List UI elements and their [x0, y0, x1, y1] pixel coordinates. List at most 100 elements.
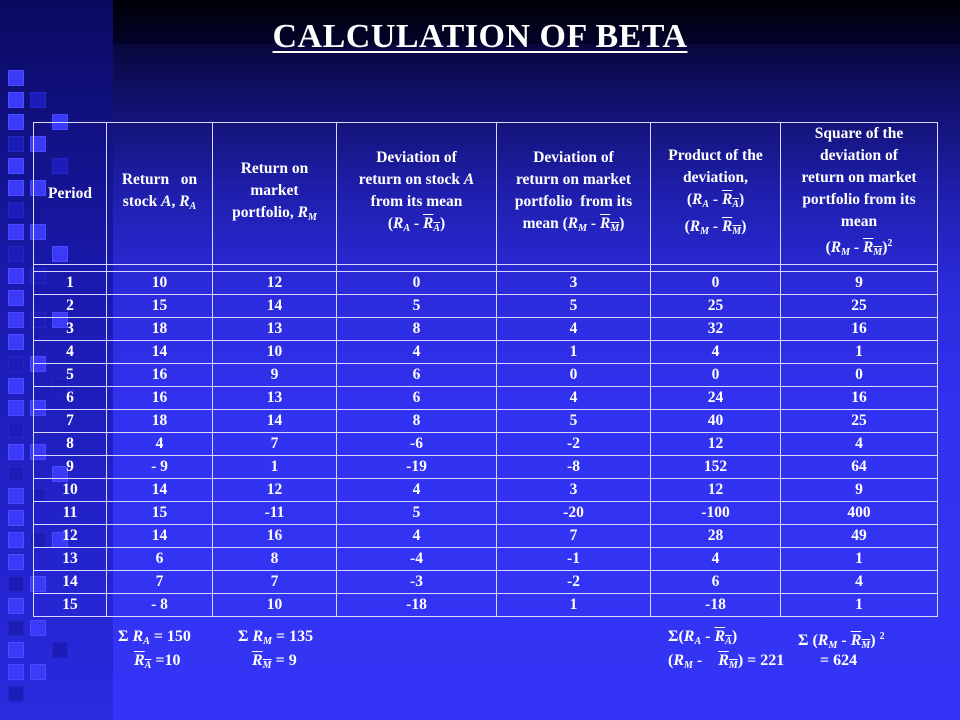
decorative-square	[8, 114, 24, 130]
table-row: 14 7 7 -3 -2 6 4	[33, 570, 938, 594]
cell-period: 2	[33, 294, 107, 318]
decorative-square	[8, 202, 24, 218]
cell-ra: 15	[106, 294, 213, 318]
decorative-square	[8, 664, 24, 680]
cell-period: 6	[33, 386, 107, 410]
table-row: 3 18 13 8 4 32 16	[33, 317, 938, 341]
cell-period: 5	[33, 363, 107, 387]
cell-ra: - 8	[106, 593, 213, 617]
cell-square: 49	[780, 524, 938, 548]
cell-dev-a: 4	[336, 478, 497, 502]
cell-square: 4	[780, 570, 938, 594]
cell-rm: 13	[212, 317, 337, 341]
cell-square: 16	[780, 386, 938, 410]
table-row: 9- 9 1 -19 -8 152 64	[33, 455, 938, 479]
header-gap-row	[33, 264, 938, 272]
cell-square: 25	[780, 409, 938, 433]
cell-period: 7	[33, 409, 107, 433]
cell-dev-a: 8	[336, 317, 497, 341]
cell-dev-a: 4	[336, 340, 497, 364]
header-period: Period	[33, 122, 107, 265]
cell-dev-m: 0	[496, 363, 651, 387]
decorative-square	[8, 378, 24, 394]
cell-rm: 14	[212, 409, 337, 433]
table-row: 6 16 13 6 4 24 16	[33, 386, 938, 410]
cell-product: 12	[650, 478, 781, 502]
cell-ra: 18	[106, 317, 213, 341]
table-row: 1 10 12 0 3 0 9	[33, 271, 938, 295]
cell-rm: 12	[212, 271, 337, 295]
decorative-square	[8, 466, 24, 482]
cell-rm: 9	[212, 363, 337, 387]
cell-square: 4	[780, 432, 938, 456]
cell-rm: 10	[212, 593, 337, 617]
mean-rm: RM = 9	[252, 652, 297, 671]
cell-ra: 6	[106, 547, 213, 571]
cell-dev-m: 7	[496, 524, 651, 548]
cell-product: 152	[650, 455, 781, 479]
cell-rm: 1	[212, 455, 337, 479]
cell-ra: 15	[106, 501, 213, 525]
cell-ra: 14	[106, 340, 213, 364]
sum-product-label: Σ(RA - RA)	[668, 628, 738, 647]
cell-square: 400	[780, 501, 938, 525]
decorative-square	[8, 686, 24, 702]
decorative-square	[8, 312, 24, 328]
decorative-square	[8, 554, 24, 570]
mean-ra: RA =10	[134, 652, 181, 671]
header-return-stock: Return on stock A, RA	[106, 122, 213, 265]
cell-dev-m: -8	[496, 455, 651, 479]
table-row: 2 15 14 5 5 25 25	[33, 294, 938, 318]
cell-rm: 14	[212, 294, 337, 318]
cell-product: 40	[650, 409, 781, 433]
cell-dev-m: 1	[496, 593, 651, 617]
cell-dev-a: -4	[336, 547, 497, 571]
decorative-square	[30, 664, 46, 680]
cell-square: 16	[780, 317, 938, 341]
table-header-row: Period Return on stock A, RA Return on mar…	[33, 122, 938, 265]
decorative-square	[8, 224, 24, 240]
cell-dev-a: 6	[336, 363, 497, 387]
cell-period: 3	[33, 317, 107, 341]
cell-product: -100	[650, 501, 781, 525]
table-row: 4 14 10 4 1 4 1	[33, 340, 938, 364]
decorative-square	[8, 70, 24, 86]
cell-dev-m: 5	[496, 409, 651, 433]
cell-rm: 13	[212, 386, 337, 410]
table-row: 13 6 8 -4 -1 4 1	[33, 547, 938, 571]
decorative-square	[8, 422, 24, 438]
decorative-square	[8, 620, 24, 636]
cell-dev-a: -6	[336, 432, 497, 456]
cell-product: 4	[650, 547, 781, 571]
decorative-square	[8, 92, 24, 108]
cell-rm: 10	[212, 340, 337, 364]
decorative-square	[8, 488, 24, 504]
decorative-square	[8, 532, 24, 548]
cell-dev-a: 8	[336, 409, 497, 433]
cell-period: 11	[33, 501, 107, 525]
cell-period: 10	[33, 478, 107, 502]
decorative-square	[8, 510, 24, 526]
cell-period: 15	[33, 593, 107, 617]
cell-ra: 14	[106, 524, 213, 548]
cell-dev-m: 4	[496, 317, 651, 341]
cell-ra: 18	[106, 409, 213, 433]
decorative-square	[30, 92, 46, 108]
cell-dev-a: -19	[336, 455, 497, 479]
cell-dev-a: -3	[336, 570, 497, 594]
cell-dev-m: -2	[496, 432, 651, 456]
cell-dev-a: 4	[336, 524, 497, 548]
cell-ra: 16	[106, 386, 213, 410]
cell-product: 6	[650, 570, 781, 594]
header-return-market: Return on market portfolio, RM	[212, 122, 337, 265]
decorative-square	[8, 180, 24, 196]
table-row: 5 16 9 6 0 0 0	[33, 363, 938, 387]
cell-dev-a: 5	[336, 501, 497, 525]
cell-square: 9	[780, 478, 938, 502]
cell-dev-a: 0	[336, 271, 497, 295]
table-row: 12 14 16 4 7 28 49	[33, 524, 938, 548]
sum-rm: Σ RM = 135	[238, 628, 314, 647]
cell-period: 8	[33, 432, 107, 456]
cell-square: 1	[780, 340, 938, 364]
